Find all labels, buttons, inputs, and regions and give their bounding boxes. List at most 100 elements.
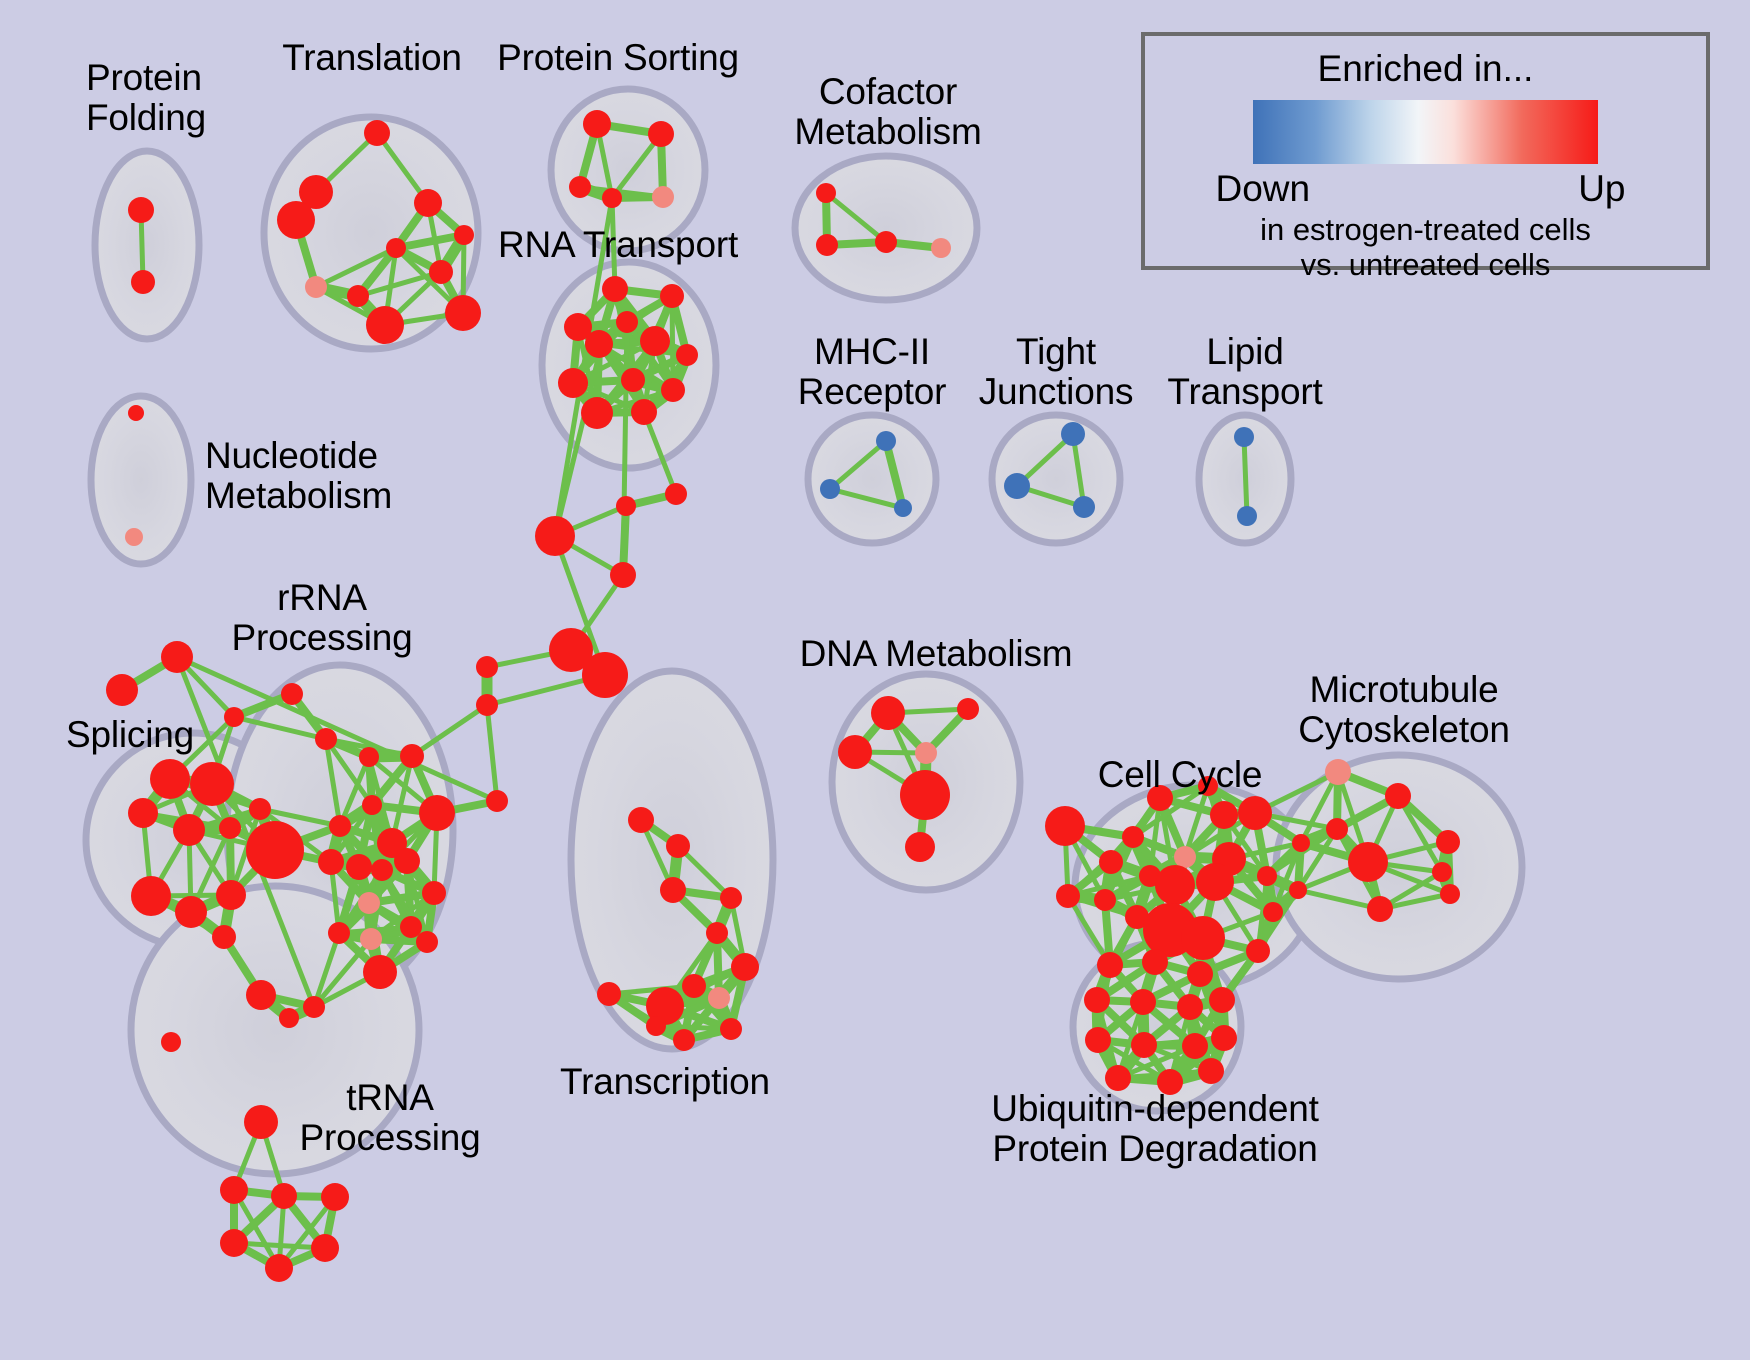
network-node[interactable]	[1211, 1025, 1237, 1051]
network-node[interactable]	[219, 817, 241, 839]
network-node[interactable]	[429, 260, 453, 284]
network-node[interactable]	[265, 1254, 293, 1282]
network-node[interactable]	[1348, 842, 1388, 882]
network-node[interactable]	[224, 707, 244, 727]
network-node[interactable]	[305, 276, 327, 298]
network-node[interactable]	[871, 696, 905, 730]
network-node[interactable]	[360, 928, 382, 950]
network-node[interactable]	[419, 795, 455, 831]
network-node[interactable]	[676, 344, 698, 366]
network-node[interactable]	[173, 814, 205, 846]
network-node[interactable]	[1187, 961, 1213, 987]
network-node[interactable]	[1257, 866, 1277, 886]
network-node[interactable]	[1084, 987, 1110, 1013]
network-node[interactable]	[220, 1176, 248, 1204]
network-node[interactable]	[616, 496, 636, 516]
network-node[interactable]	[1432, 862, 1452, 882]
network-node[interactable]	[1155, 865, 1195, 905]
network-node[interactable]	[1097, 952, 1123, 978]
network-node[interactable]	[549, 628, 593, 672]
network-node[interactable]	[1209, 987, 1235, 1013]
network-node[interactable]	[1094, 889, 1116, 911]
network-node[interactable]	[386, 238, 406, 258]
network-node[interactable]	[597, 982, 621, 1006]
network-node[interactable]	[1056, 884, 1080, 908]
network-node[interactable]	[666, 834, 690, 858]
network-node[interactable]	[311, 1234, 339, 1262]
network-node[interactable]	[303, 996, 325, 1018]
network-node[interactable]	[1085, 1027, 1111, 1053]
network-node[interactable]	[358, 892, 380, 914]
network-node[interactable]	[1237, 506, 1257, 526]
network-node[interactable]	[1292, 834, 1310, 852]
network-node[interactable]	[1130, 989, 1156, 1015]
network-node[interactable]	[125, 528, 143, 546]
network-node[interactable]	[315, 728, 337, 750]
network-node[interactable]	[900, 770, 950, 820]
network-node[interactable]	[422, 881, 446, 905]
network-node[interactable]	[631, 399, 657, 425]
network-node[interactable]	[816, 234, 838, 256]
network-node[interactable]	[416, 931, 438, 953]
network-node[interactable]	[602, 276, 628, 302]
network-node[interactable]	[329, 815, 351, 837]
network-node[interactable]	[581, 397, 613, 429]
network-node[interactable]	[558, 368, 588, 398]
network-node[interactable]	[281, 683, 303, 705]
network-node[interactable]	[328, 922, 350, 944]
network-node[interactable]	[161, 1032, 181, 1052]
network-node[interactable]	[1385, 783, 1411, 809]
network-node[interactable]	[400, 916, 422, 938]
network-node[interactable]	[820, 479, 840, 499]
network-node[interactable]	[661, 378, 685, 402]
network-node[interactable]	[816, 183, 836, 203]
network-node[interactable]	[720, 887, 742, 909]
network-node[interactable]	[1325, 759, 1351, 785]
network-node[interactable]	[318, 849, 344, 875]
network-node[interactable]	[876, 431, 896, 451]
network-node[interactable]	[640, 326, 670, 356]
network-node[interactable]	[359, 747, 379, 767]
network-node[interactable]	[364, 120, 390, 146]
network-node[interactable]	[1234, 427, 1254, 447]
network-node[interactable]	[394, 848, 420, 874]
network-node[interactable]	[279, 1008, 299, 1028]
network-node[interactable]	[1105, 1065, 1131, 1091]
network-node[interactable]	[569, 176, 591, 198]
network-node[interactable]	[652, 186, 674, 208]
network-node[interactable]	[128, 405, 144, 421]
network-node[interactable]	[161, 641, 193, 673]
network-node[interactable]	[1157, 1069, 1183, 1095]
network-node[interactable]	[628, 807, 654, 833]
network-node[interactable]	[1142, 949, 1168, 975]
network-node[interactable]	[838, 735, 872, 769]
network-node[interactable]	[1196, 863, 1234, 901]
network-node[interactable]	[646, 1016, 666, 1036]
network-node[interactable]	[905, 832, 935, 862]
network-node[interactable]	[660, 284, 684, 308]
network-node[interactable]	[646, 987, 684, 1025]
network-node[interactable]	[321, 1183, 349, 1211]
network-node[interactable]	[212, 925, 236, 949]
network-node[interactable]	[363, 955, 397, 989]
network-node[interactable]	[366, 306, 404, 344]
network-node[interactable]	[682, 974, 706, 998]
network-node[interactable]	[1367, 896, 1393, 922]
network-node[interactable]	[602, 188, 622, 208]
network-node[interactable]	[131, 876, 171, 916]
network-node[interactable]	[582, 652, 628, 698]
network-node[interactable]	[131, 270, 155, 294]
network-node[interactable]	[1045, 806, 1085, 846]
network-node[interactable]	[660, 877, 686, 903]
network-node[interactable]	[371, 859, 393, 881]
network-node[interactable]	[706, 922, 728, 944]
network-node[interactable]	[1177, 994, 1203, 1020]
network-node[interactable]	[1238, 796, 1272, 830]
network-node[interactable]	[220, 1229, 248, 1257]
network-node[interactable]	[564, 313, 592, 341]
network-node[interactable]	[216, 880, 246, 910]
network-node[interactable]	[583, 110, 611, 138]
network-node[interactable]	[106, 674, 138, 706]
network-node[interactable]	[476, 694, 498, 716]
network-node[interactable]	[915, 742, 937, 764]
